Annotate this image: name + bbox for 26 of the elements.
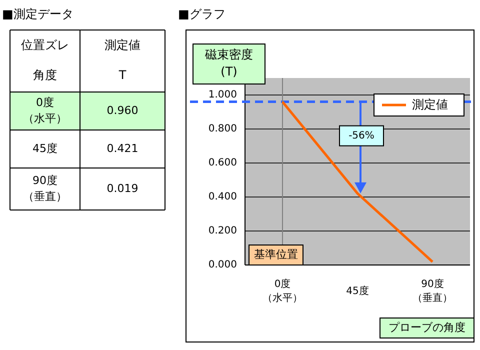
text: ■測定データ bbox=[2, 7, 74, 21]
annotation: -56% bbox=[348, 130, 374, 142]
y-tick-label: 0.000 bbox=[208, 260, 237, 271]
y-tick-label: 0.200 bbox=[208, 226, 237, 237]
text: T bbox=[118, 68, 127, 82]
x-tick-label: 90度（垂直） bbox=[412, 278, 452, 304]
text: 測定値 bbox=[104, 38, 140, 52]
y-tick-label: 0.600 bbox=[208, 158, 237, 169]
y-tick-label: 1.000 bbox=[208, 90, 237, 101]
category-label: 45度 bbox=[32, 142, 58, 156]
annotation: 基準位置 bbox=[254, 248, 298, 262]
y-tick-label: 0.400 bbox=[208, 192, 237, 203]
category-label: 0度（水平） bbox=[23, 96, 67, 126]
text: 0.019 bbox=[106, 182, 138, 196]
x-tick-label: 0度（水平） bbox=[262, 278, 302, 304]
x-tick-label: 45度 bbox=[346, 284, 369, 297]
text: 位置ズレ bbox=[21, 38, 69, 52]
y-tick-label: 0.800 bbox=[208, 124, 237, 135]
text: 角度 bbox=[33, 68, 57, 82]
x-axis-title: プローブの角度 bbox=[388, 321, 466, 334]
legend-label: 測定値 bbox=[412, 97, 448, 112]
text: 0.960 bbox=[106, 104, 138, 118]
text: 0.421 bbox=[106, 142, 138, 156]
chart-title: ■グラフ bbox=[178, 7, 226, 21]
y-axis-title: 磁束密度 (T) bbox=[204, 48, 253, 79]
category-label: 90度（垂直） bbox=[23, 174, 67, 204]
